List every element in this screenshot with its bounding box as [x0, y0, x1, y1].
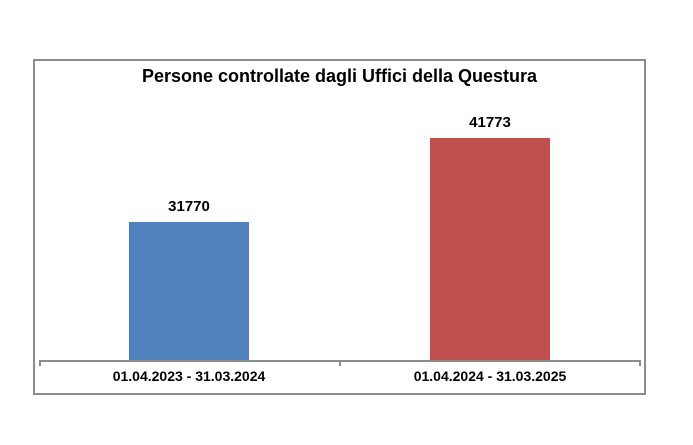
bar-group: 31770 — [129, 198, 249, 360]
axis-tick — [339, 360, 341, 366]
chart-title: Persone controllate dagli Uffici della Q… — [141, 66, 538, 86]
bar — [430, 138, 550, 360]
bar-value-label: 31770 — [168, 198, 210, 215]
axis-tick — [39, 360, 41, 366]
axis-tick — [639, 360, 641, 366]
bar-group: 41773 — [430, 114, 550, 360]
chart-panel: Persone controllate dagli Uffici della Q… — [33, 59, 646, 395]
bar — [129, 222, 249, 360]
x-axis-label: 01.04.2023 - 31.03.2024 — [112, 368, 266, 384]
bar-value-label: 41773 — [469, 114, 511, 131]
x-axis-label: 01.04.2024 - 31.03.2025 — [413, 368, 567, 384]
